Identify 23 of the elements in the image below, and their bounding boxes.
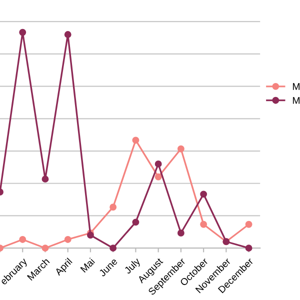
point xyxy=(19,236,26,243)
point xyxy=(132,136,140,144)
legend-label: M xyxy=(292,97,300,104)
point xyxy=(154,173,162,180)
point xyxy=(200,190,208,198)
point xyxy=(64,236,72,243)
x-tick-label: Mai xyxy=(80,258,96,273)
legend-label: M xyxy=(292,83,300,90)
point xyxy=(154,160,162,168)
point xyxy=(64,31,72,38)
x-tick-label: July xyxy=(124,257,142,276)
point xyxy=(42,176,49,183)
point xyxy=(86,232,94,239)
point xyxy=(19,28,26,36)
point xyxy=(132,218,140,226)
point xyxy=(177,145,184,152)
point xyxy=(110,244,117,252)
point xyxy=(110,204,117,211)
point xyxy=(200,220,208,228)
point xyxy=(177,230,184,236)
point xyxy=(42,244,49,252)
point xyxy=(245,244,252,252)
point xyxy=(245,220,252,228)
